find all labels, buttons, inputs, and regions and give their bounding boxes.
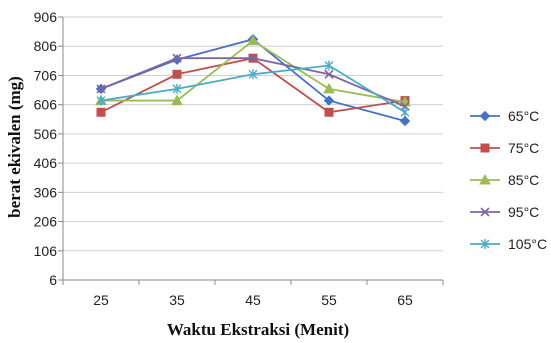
data-point bbox=[323, 82, 335, 94]
legend-marker bbox=[480, 143, 490, 153]
legend: 65°C 75°C 85°C 95°C 105°C bbox=[470, 108, 547, 252]
y-tick-labels: 6 106 206 306 406 506 606 706 806 906 bbox=[34, 9, 58, 288]
series-group bbox=[95, 34, 411, 127]
x-tick-label: 35 bbox=[169, 292, 185, 308]
series-line bbox=[100, 57, 406, 108]
y-tick-label: 906 bbox=[34, 9, 58, 25]
x-tick-label: 65 bbox=[397, 292, 413, 308]
data-point bbox=[247, 34, 259, 46]
legend-marker bbox=[480, 207, 490, 217]
data-point bbox=[324, 60, 334, 71]
data-point bbox=[172, 53, 182, 63]
legend-label: 95°C bbox=[508, 204, 539, 220]
series-3 bbox=[96, 53, 410, 111]
data-point bbox=[399, 115, 411, 127]
x-tick-label: 55 bbox=[321, 292, 337, 308]
legend-item: 105°C bbox=[470, 236, 547, 252]
y-tick-label: 206 bbox=[34, 214, 58, 230]
x-tick-labels: 25 35 45 55 65 bbox=[62, 280, 444, 308]
legend-item: 65°C bbox=[470, 108, 539, 124]
series-4 bbox=[96, 60, 410, 118]
legend-marker bbox=[479, 110, 491, 122]
y-axis-title: berat ekivalen (mg) bbox=[5, 76, 24, 218]
y-tick-label: 406 bbox=[34, 155, 58, 171]
legend-label: 105°C bbox=[508, 236, 547, 252]
y-tick-label: 606 bbox=[34, 97, 58, 113]
data-point bbox=[324, 107, 334, 117]
data-point bbox=[248, 53, 258, 63]
x-tick-label: 25 bbox=[93, 292, 109, 308]
axes bbox=[62, 17, 443, 281]
legend-marker bbox=[479, 173, 491, 185]
y-tick-label: 706 bbox=[34, 67, 58, 83]
legend-item: 95°C bbox=[470, 204, 539, 220]
data-point bbox=[96, 107, 106, 117]
data-point bbox=[324, 69, 334, 79]
legend-label: 75°C bbox=[508, 140, 539, 156]
legend-item: 75°C bbox=[470, 140, 539, 156]
y-tick-label: 106 bbox=[34, 243, 58, 259]
data-point bbox=[96, 84, 106, 94]
series-0 bbox=[95, 34, 411, 127]
legend-marker bbox=[480, 239, 490, 249]
y-tick-label: 306 bbox=[34, 184, 58, 200]
y-tick-label: 6 bbox=[49, 272, 57, 288]
legend-label: 65°C bbox=[508, 108, 539, 124]
legend-label: 85°C bbox=[508, 172, 539, 188]
data-point bbox=[172, 83, 182, 94]
y-tick-label: 506 bbox=[34, 126, 58, 142]
data-point bbox=[248, 69, 258, 80]
data-point bbox=[400, 107, 410, 118]
series-line bbox=[100, 38, 406, 122]
x-axis-title: Waktu Ekstraksi (Menit) bbox=[167, 320, 349, 339]
legend-item: 85°C bbox=[470, 172, 539, 188]
data-point bbox=[323, 95, 335, 106]
y-tick-label: 806 bbox=[34, 38, 58, 54]
data-point bbox=[96, 95, 106, 106]
data-point bbox=[171, 94, 183, 106]
data-point bbox=[172, 69, 182, 79]
x-tick-label: 45 bbox=[245, 292, 261, 308]
